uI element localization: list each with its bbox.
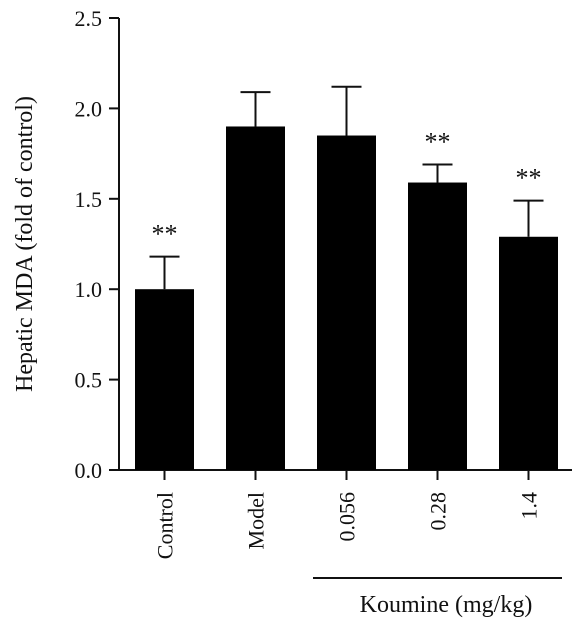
x-tick-label: 0.28 [426,492,451,531]
y-tick-label: 2.5 [75,6,103,31]
bar [317,135,376,470]
x-tick-label: 0.056 [335,492,360,542]
bar [408,182,467,470]
significance-marker: ** [425,127,451,156]
bar [135,289,194,470]
y-tick-label: 0.0 [75,458,103,483]
bar [499,236,558,470]
bar [226,126,285,470]
significance-marker: ** [516,164,542,193]
y-axis-title: Hepatic MDA (fold of control) [12,96,38,392]
x-tick-label: Model [244,492,269,549]
x-tick-label: 1.4 [517,492,542,520]
group-label: Koumine (mg/kg) [360,592,533,618]
y-tick-label: 1.5 [75,187,103,212]
y-tick-label: 0.5 [75,368,103,393]
plot-area: 0.0 0.5 1.0 1.5 2.0 2.5 Control ** Model 0.056 0.2… [75,6,572,579]
y-tick-label: 2.0 [75,96,103,121]
y-tick-label: 1.0 [75,277,103,302]
significance-marker: ** [152,220,178,249]
x-tick-label: Control [153,492,178,559]
